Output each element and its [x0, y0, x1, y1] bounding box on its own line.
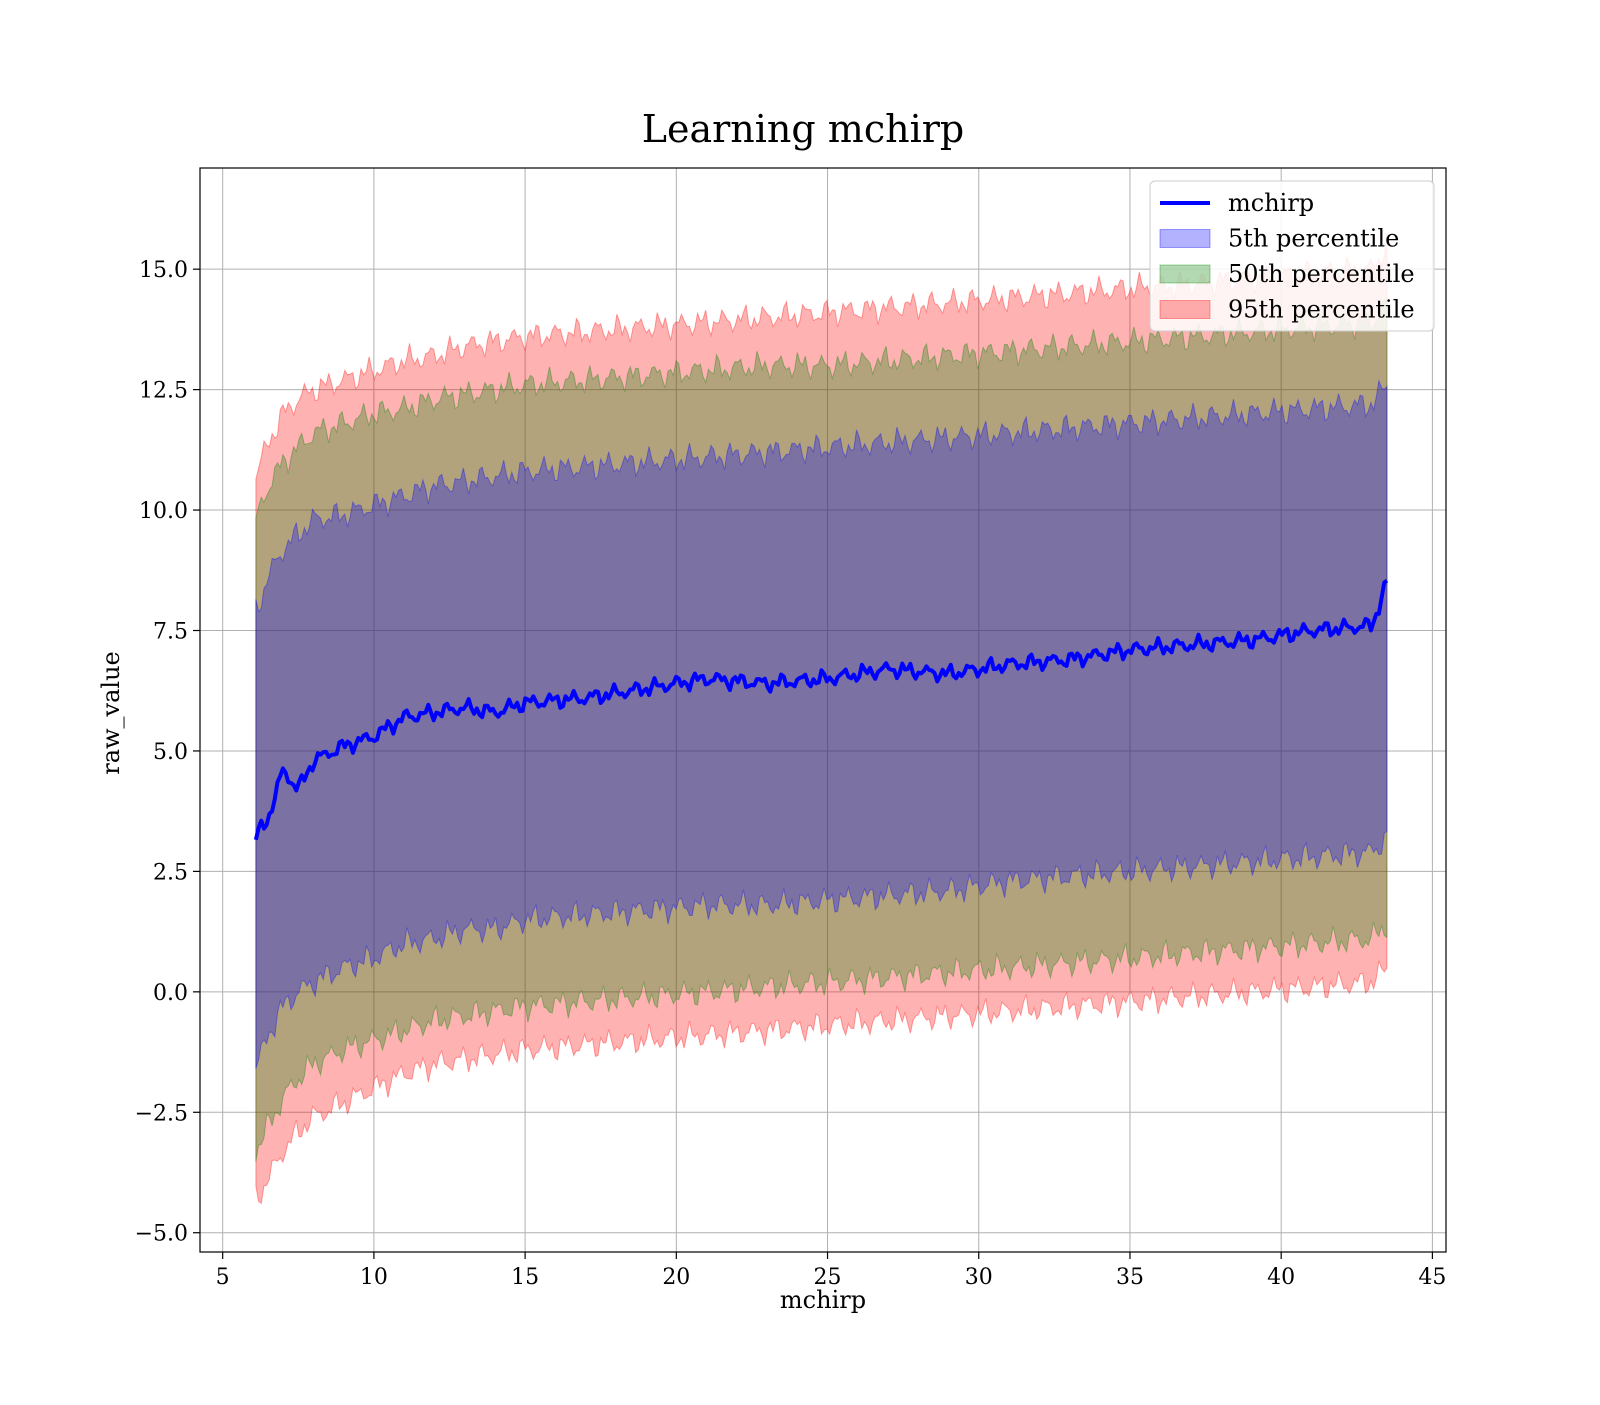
- legend: mchirp 5th percentile 50th percentile 95th …: [1149, 180, 1435, 332]
- legend-label: 50th percentile: [1228, 260, 1415, 288]
- legend-swatch-band: [1159, 300, 1211, 319]
- y-axis-ticks: −5.0 −2.5 0.0 2.5 5.0 7.5 10.0 12.5 15.0: [135, 258, 200, 1247]
- y-tick-label: 12.5: [139, 379, 188, 404]
- x-tick-label: 25: [814, 1265, 842, 1290]
- x-tick-label: 45: [1418, 1265, 1446, 1290]
- x-axis-label: mchirp: [780, 1286, 866, 1314]
- y-tick-label: 0.0: [153, 981, 188, 1006]
- percentile-bands: [255, 233, 1388, 1205]
- grid: [200, 168, 1446, 1252]
- y-tick-label: 7.5: [153, 620, 188, 645]
- legend-swatch-band: [1159, 229, 1211, 248]
- legend-label: 95th percentile: [1228, 296, 1415, 324]
- y-axis-label: raw_value: [97, 651, 125, 775]
- y-tick-label: 10.0: [139, 499, 188, 524]
- x-tick-label: 20: [662, 1265, 690, 1290]
- x-tick-label: 5: [216, 1265, 230, 1290]
- x-tick-label: 35: [1116, 1265, 1144, 1290]
- legend-box: [1149, 180, 1435, 332]
- y-tick-label: 2.5: [153, 860, 188, 885]
- plot-frame: [199, 167, 1447, 1253]
- y-tick-label: −2.5: [135, 1101, 188, 1126]
- legend-swatch-band: [1159, 264, 1211, 284]
- x-tick-label: 30: [965, 1265, 993, 1290]
- band-95th-percentile: [255, 233, 1388, 1205]
- x-tick-label: 10: [360, 1265, 388, 1290]
- series-lines: [253, 578, 1389, 841]
- legend-label: 5th percentile: [1228, 225, 1399, 253]
- chart-title: Learning mchirp: [642, 107, 964, 151]
- x-axis-ticks: 5 10 15 20 25 30 35 40 45: [216, 1252, 1446, 1290]
- x-tick-label: 40: [1267, 1265, 1295, 1290]
- legend-label: mchirp: [1228, 189, 1314, 217]
- band-50th-percentile: [255, 299, 1388, 1162]
- line-mchirp: [253, 578, 1389, 841]
- y-tick-label: −5.0: [135, 1222, 188, 1247]
- y-tick-label: 15.0: [139, 258, 188, 283]
- band-5th-percentile: [255, 378, 1388, 1069]
- x-tick-label: 15: [511, 1265, 539, 1290]
- y-tick-label: 5.0: [153, 740, 188, 765]
